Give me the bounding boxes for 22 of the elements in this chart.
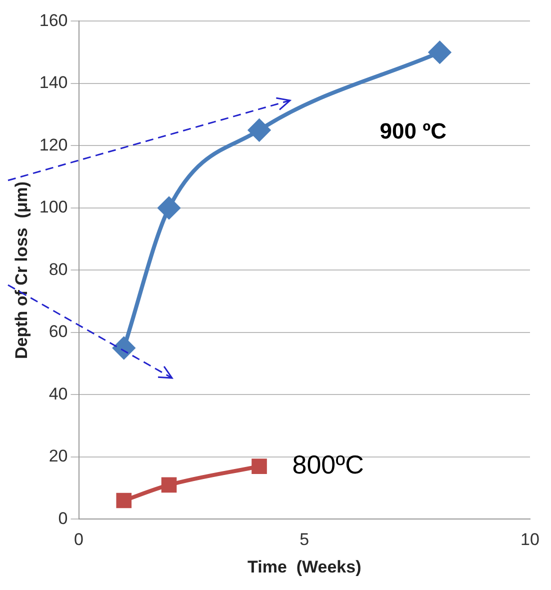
y-tick-label: 60 — [48, 322, 68, 342]
y-tick-label: 0 — [58, 508, 68, 528]
y-tick-label: 20 — [48, 446, 68, 466]
y-tick-label: 160 — [39, 10, 68, 30]
point — [112, 337, 135, 360]
y-tick-label: 80 — [48, 260, 68, 279]
series-label: 800ºC — [292, 449, 364, 480]
y-tick-label: 140 — [39, 73, 68, 92]
x-axis-title: Time (Weeks) — [248, 557, 362, 576]
x-tick-label: 0 — [74, 530, 84, 550]
point — [248, 119, 270, 142]
y-tick-label: 100 — [39, 198, 68, 217]
point — [161, 477, 177, 493]
x-tick-label: 5 — [300, 530, 310, 550]
series-label: 900 ºC — [380, 118, 447, 144]
point — [116, 492, 132, 508]
y-tick-label: 40 — [48, 384, 68, 404]
x-tick-label: 10 — [520, 530, 540, 550]
y-tick-label: 120 — [39, 135, 68, 154]
point — [428, 41, 451, 64]
point — [252, 458, 267, 474]
point — [158, 196, 180, 219]
